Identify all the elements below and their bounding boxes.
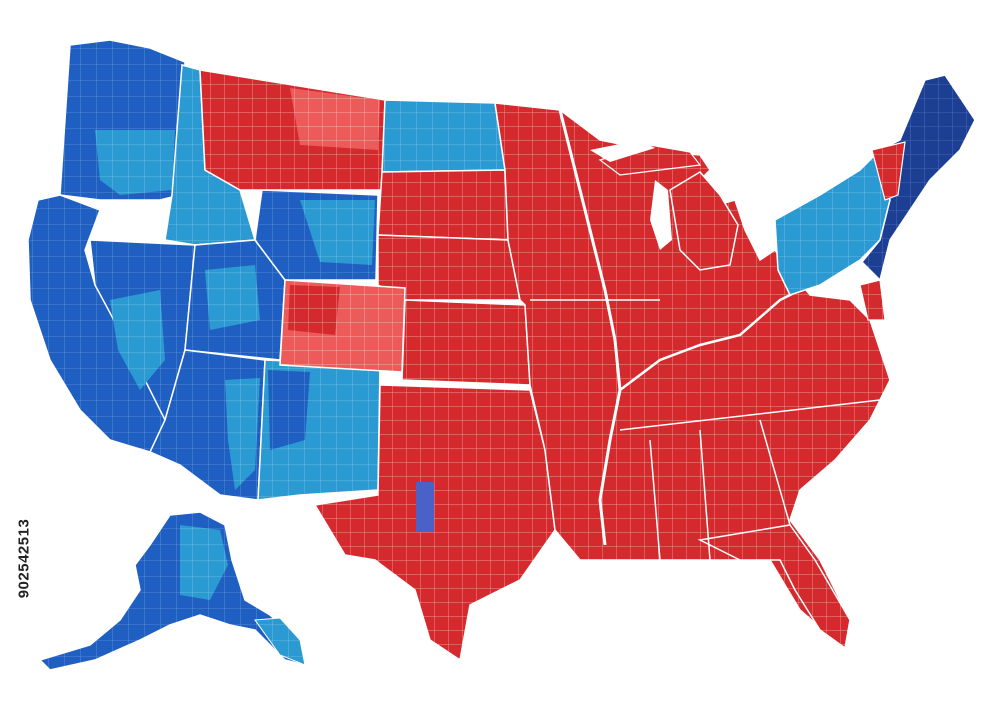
- great-lakes: [590, 140, 672, 250]
- michigan-state: [669, 171, 739, 271]
- alaska-region: [38, 511, 306, 671]
- nebraska-state: [377, 234, 521, 301]
- northeast-region: [774, 74, 976, 321]
- montana-light-area: [290, 88, 380, 150]
- colorado-dark-area: [288, 285, 340, 335]
- vermont-new-hampshire-red: [871, 141, 906, 201]
- southern-state-lines: [530, 299, 881, 561]
- florida-state: [697, 524, 851, 650]
- ohio-river: [619, 288, 801, 391]
- lake-michigan: [650, 180, 672, 250]
- oregon-interior: [95, 130, 175, 195]
- north-dakota-state: [381, 99, 506, 173]
- northern-plains-region: [199, 69, 531, 386]
- new-mexico-dark-area: [268, 370, 310, 450]
- alaska-panhandle: [254, 617, 306, 666]
- new-england-area: [860, 74, 976, 282]
- new-jersey-red: [859, 279, 886, 321]
- utah-light-area: [205, 265, 260, 330]
- central-eastern-region: [313, 102, 891, 662]
- mississippi-river: [558, 109, 622, 546]
- western-states-region: [27, 39, 381, 501]
- lake-superior: [590, 140, 655, 162]
- wyoming-light-area: [300, 200, 375, 265]
- kansas-state: [401, 299, 531, 386]
- nevada-light-area: [110, 290, 165, 390]
- arizona-light-area: [225, 378, 260, 490]
- texas-blue-county: [416, 482, 434, 532]
- alaska-light-area: [180, 525, 228, 600]
- alaska-state: [38, 511, 306, 671]
- image-id-label: 902542513: [14, 478, 34, 638]
- south-dakota-state: [377, 169, 509, 241]
- image-id-text: 902542513: [15, 518, 33, 598]
